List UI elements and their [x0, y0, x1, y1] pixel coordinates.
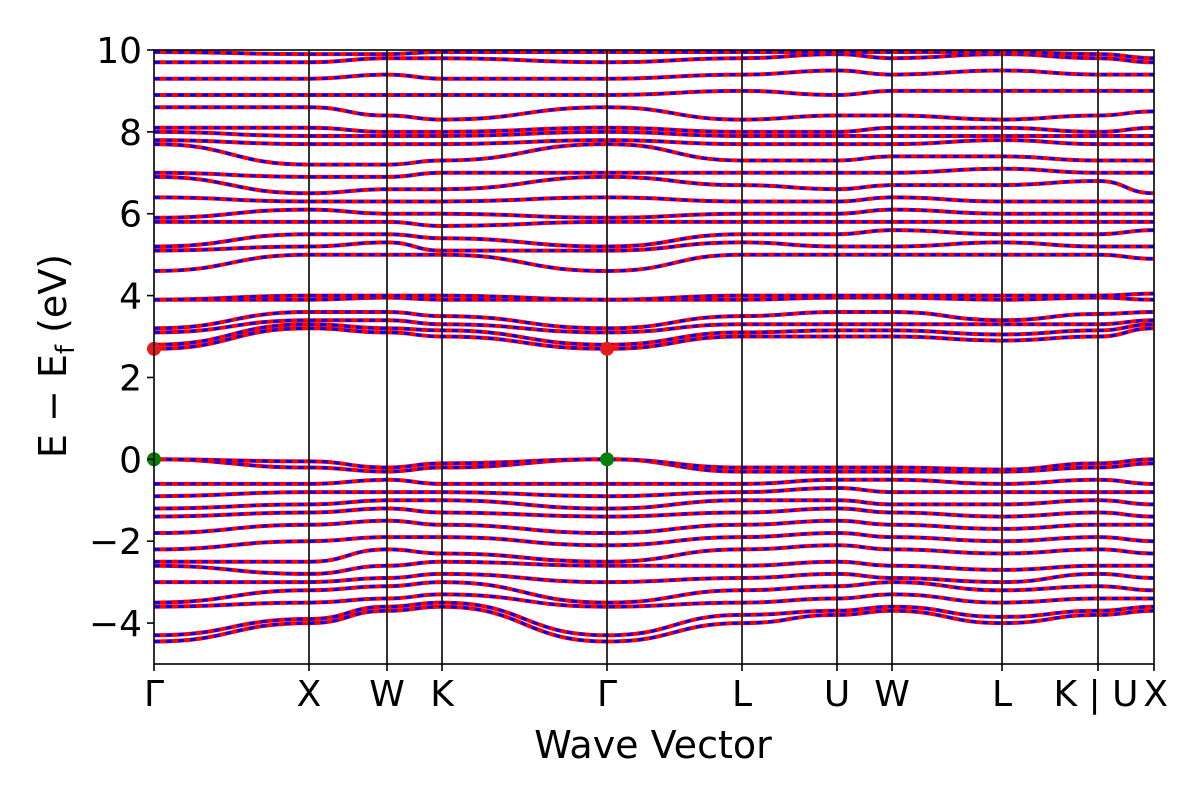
band-line-down: [153, 486, 1154, 498]
band-line-down: [154, 296, 1155, 302]
band-line-down: [153, 326, 1155, 351]
band-line-down: [154, 68, 1154, 81]
y-tick-label: 8: [119, 113, 142, 154]
band-line-up: [153, 129, 1154, 139]
band-line-up: [153, 142, 1154, 167]
y-tick-label: 0: [119, 440, 142, 481]
vbm-point: [600, 452, 614, 467]
kpoint-lines: [308, 50, 1099, 664]
band-line-down: [153, 130, 1154, 138]
band-line-down: [154, 220, 1154, 228]
band-line-down: [153, 138, 1154, 146]
band-line-down: [154, 543, 1155, 564]
band-line-down: [153, 292, 1155, 302]
y-tick-label: −2: [89, 522, 142, 563]
band-line-down: [153, 457, 1155, 474]
y-tick-label: 10: [96, 31, 142, 72]
band-line-down: [153, 310, 1155, 330]
band-line-up: [153, 498, 1155, 511]
plot-frame: [153, 49, 1155, 665]
band-line-up: [154, 105, 1155, 122]
band-line-down: [154, 478, 1155, 486]
band-line-down: [153, 605, 1155, 644]
x-tick-label: W: [369, 674, 405, 715]
x-tick-label: L: [732, 674, 752, 715]
band-line-up: [153, 207, 1154, 220]
band-line-up: [153, 88, 1154, 98]
x-tick-label: K: [430, 674, 455, 715]
band-line-down: [153, 322, 1155, 347]
x-tick-label: Γ: [144, 674, 164, 715]
band-line-down: [153, 519, 1154, 535]
band-line-down: [153, 601, 1155, 637]
band-line-down: [153, 240, 1154, 253]
band-line-up: [153, 252, 1155, 274]
band-line-down: [153, 580, 1155, 605]
y-tick-label: 4: [119, 277, 142, 318]
band-line-down: [153, 531, 1155, 551]
band-line-down: [153, 208, 1154, 220]
band-line-up: [153, 166, 1154, 179]
band-line-up: [153, 195, 1154, 204]
x-tick-label: U: [824, 674, 850, 715]
y-axis-ticks: −4 −2 0 2 4 6 8 10: [89, 31, 154, 645]
band-line-up: [154, 477, 1155, 486]
y-tick-label: 2: [119, 358, 142, 399]
band-line-up: [153, 580, 1155, 605]
x-tick-label: W: [874, 674, 910, 715]
band-line-down: [153, 50, 1155, 60]
band-line-up: [153, 530, 1155, 552]
band-line-down: [153, 89, 1154, 97]
band-line-up: [153, 506, 1155, 519]
band-line-down: [153, 195, 1154, 204]
y-axis-title: E − Ef (eV): [31, 254, 81, 458]
x-tick-label: X: [1143, 674, 1168, 715]
band-line-down: [153, 592, 1154, 609]
x-tick-label: Γ: [597, 674, 617, 715]
band-line-up: [154, 219, 1154, 229]
band-line-down: [154, 572, 1155, 584]
band-line-down: [153, 318, 1155, 334]
band-line-down: [153, 498, 1155, 511]
band-line-up: [153, 485, 1154, 499]
band-line-up: [153, 138, 1154, 147]
band-line-down: [154, 52, 1155, 64]
band-line-up: [153, 518, 1154, 536]
x-tick-label: L: [992, 674, 1012, 715]
band-line-down: [153, 560, 1154, 576]
band-line-up: [154, 68, 1154, 81]
band-line-down: [153, 457, 1155, 472]
band-line-down: [153, 253, 1155, 273]
band-line-down: [154, 126, 1155, 134]
x-tick-label: X: [297, 674, 322, 715]
y-tick-label: 6: [119, 195, 142, 236]
highlight-points: [147, 341, 614, 467]
bands-layer: [153, 49, 1155, 644]
cbm-point: [600, 341, 614, 356]
x-axis-title: Wave Vector: [534, 723, 772, 767]
band-line-down: [153, 175, 1155, 195]
y-tick-label: −4: [89, 604, 142, 645]
x-tick-label: K | U: [1054, 674, 1139, 715]
band-line-down: [153, 228, 1155, 249]
band-line-down: [154, 105, 1155, 122]
band-line-down: [153, 142, 1154, 167]
band-line-down: [153, 167, 1154, 179]
band-line-down: [153, 506, 1155, 519]
